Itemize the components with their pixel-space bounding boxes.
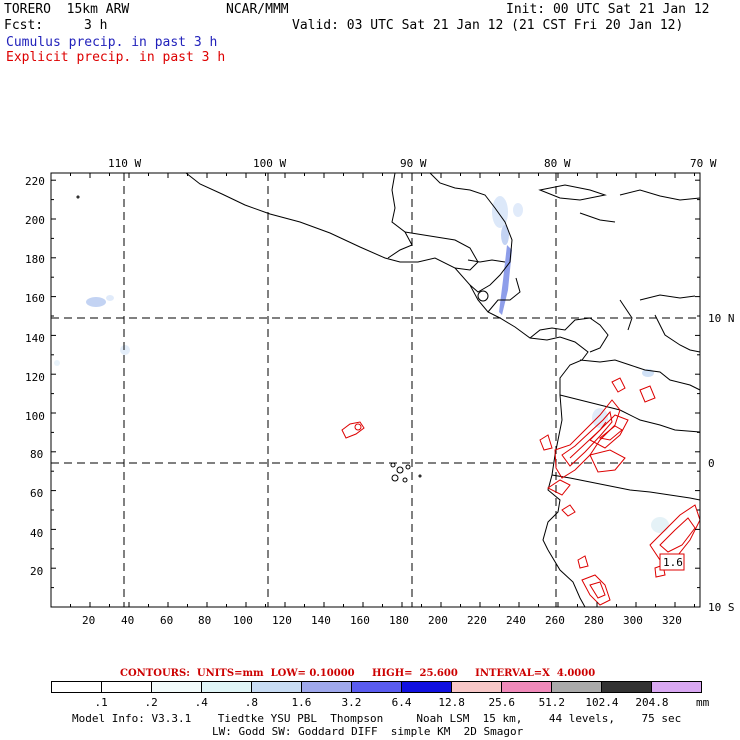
lon-label-80w: 80 W	[544, 157, 571, 170]
colorbar-swatch	[252, 682, 302, 692]
x-tick-label: 80	[198, 614, 212, 627]
x-tick-label: 160	[350, 614, 370, 627]
axis-ticks	[51, 173, 700, 607]
y-tick-label: 220	[25, 175, 45, 188]
lat-label-0: 0	[708, 457, 715, 470]
center-label: NCAR/MMM	[226, 2, 289, 17]
x-tick-label: 200	[428, 614, 448, 627]
lon-label-90w: 90 W	[400, 157, 427, 170]
colorbar-threshold-label: 1.6	[291, 696, 312, 709]
colorbar-threshold-label: .1	[94, 696, 108, 709]
y-tick-label: 60	[30, 487, 44, 500]
map-frame	[50, 172, 701, 608]
cumulus-precip-shading	[54, 196, 669, 533]
y-tick-label: 200	[25, 214, 45, 227]
x-tick-label: 320	[662, 614, 682, 627]
colorbar-threshold-label: 3.2	[341, 696, 362, 709]
colorbar-swatch	[352, 682, 402, 692]
model-info-line2: LW: Godd SW: Goddard DIFF simple KM 2D S…	[212, 725, 524, 738]
model-info-line1: Model Info: V3.3.1 Tiedtke YSU PBL Thomp…	[72, 712, 682, 725]
colorbar-threshold-label: 25.6	[488, 696, 515, 709]
max-value-label: 1.6	[663, 556, 683, 569]
x-tick-label: 260	[545, 614, 565, 627]
explicit-precip-contours	[341, 377, 701, 606]
y-tick-label: 80	[30, 448, 44, 461]
y-tick-label: 100	[25, 410, 45, 423]
colorbar-threshold-label: 102.4	[585, 696, 619, 709]
lon-label-100w: 100 W	[253, 157, 287, 170]
x-tick-label: 220	[467, 614, 487, 627]
fcst-value: 3 h	[84, 18, 108, 33]
x-tick-label: 40	[121, 614, 135, 627]
colorbar-swatch	[102, 682, 152, 692]
colorbar-swatch	[52, 682, 102, 692]
y-tick-label: 160	[25, 292, 45, 305]
colorbar-swatch	[652, 682, 701, 692]
y-tick-label: 180	[25, 253, 45, 266]
field-explicit-label: Explicit precip. in past 3 h	[6, 50, 226, 65]
y-tick-label: 20	[30, 565, 44, 578]
field-cumulus-label: Cumulus precip. in past 3 h	[6, 35, 218, 50]
model-title: TORERO 15km ARW	[4, 2, 130, 17]
y-tick-label: 140	[25, 332, 45, 345]
colorbar-swatch	[552, 682, 602, 692]
colorbar	[51, 681, 702, 693]
x-tick-label: 60	[160, 614, 174, 627]
x-tick-label: 300	[623, 614, 643, 627]
latlon-grid	[51, 173, 700, 607]
colorbar-threshold-label: 12.8	[438, 696, 465, 709]
lon-label-110w: 110 W	[108, 157, 142, 170]
colorbar-swatch	[502, 682, 552, 692]
y-tick-label: 120	[25, 371, 45, 384]
lat-label-10s: 10 S	[708, 601, 735, 614]
lat-label-10n: 10 N	[708, 312, 735, 325]
x-tick-label: 240	[506, 614, 526, 627]
x-tick-label: 20	[82, 614, 96, 627]
colorbar-swatch	[202, 682, 252, 692]
colorbar-threshold-label: 6.4	[391, 696, 412, 709]
coastlines	[76, 172, 701, 608]
colorbar-unit: mm	[696, 696, 710, 709]
valid-time: Valid: 03 UTC Sat 21 Jan 12 (21 CST Fri …	[292, 18, 684, 33]
lon-label-70w: 70 W	[690, 157, 717, 170]
contours-info: CONTOURS: UNITS=mm LOW= 0.10000 HIGH= 25…	[120, 668, 596, 679]
fcst-label: Fcst:	[4, 18, 44, 33]
colorbar-swatch	[402, 682, 452, 692]
max-value-box	[659, 553, 685, 571]
x-tick-label: 140	[311, 614, 331, 627]
init-time: Init: 00 UTC Sat 21 Jan 12	[506, 2, 710, 17]
x-tick-label: 180	[389, 614, 409, 627]
colorbar-threshold-label: 51.2	[538, 696, 566, 709]
colorbar-threshold-label: .4	[194, 696, 208, 709]
x-tick-label: 280	[584, 614, 604, 627]
colorbar-swatch	[602, 682, 652, 692]
x-tick-label: 100	[233, 614, 253, 627]
colorbar-threshold-label: 204.8	[635, 696, 669, 709]
colorbar-threshold-label: .2	[144, 696, 158, 709]
colorbar-labels: .1 .2 .4 .8 1.6 3.2 6.4 12.8 25.6 51.2 102.4 204.8	[0, 696, 740, 709]
y-tick-label: 40	[30, 527, 44, 540]
colorbar-swatch	[452, 682, 502, 692]
colorbar-swatch	[152, 682, 202, 692]
x-tick-label: 120	[272, 614, 292, 627]
colorbar-swatch	[302, 682, 352, 692]
colorbar-threshold-label: .8	[244, 696, 258, 709]
